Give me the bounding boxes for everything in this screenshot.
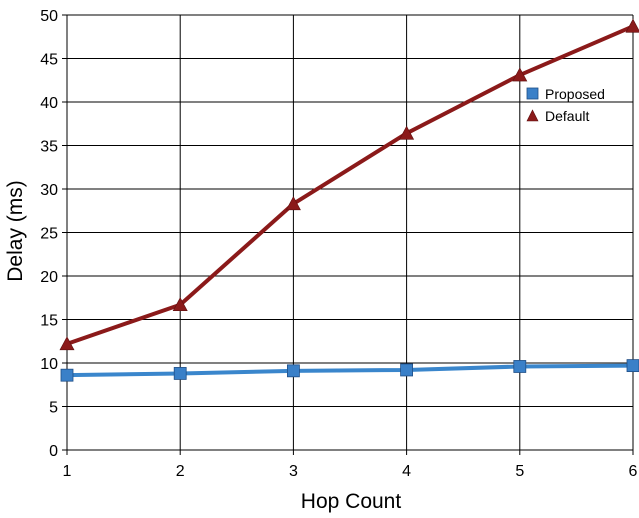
y-tick-label: 40 bbox=[40, 95, 58, 112]
series-line-default bbox=[66, 24, 634, 346]
legend-marker-proposed bbox=[526, 87, 539, 100]
data-point-default bbox=[399, 125, 415, 140]
x-tick-label: 4 bbox=[402, 463, 411, 480]
x-axis-ticks: 1 2 3 4 5 6 bbox=[63, 450, 638, 480]
series-group bbox=[59, 18, 639, 382]
x-tick-label: 6 bbox=[629, 463, 638, 480]
x-tick-label: 1 bbox=[63, 463, 72, 480]
y-tick-label: 5 bbox=[49, 400, 58, 417]
y-axis-ticks: 0 5 10 15 20 25 30 35 40 45 50 bbox=[40, 8, 67, 460]
data-point-proposed bbox=[60, 368, 74, 382]
legend: Proposed Default bbox=[526, 86, 605, 124]
data-point-proposed bbox=[400, 363, 414, 377]
y-tick-label: 15 bbox=[40, 313, 58, 330]
y-tick-label: 0 bbox=[49, 443, 58, 460]
data-point-default bbox=[172, 297, 188, 312]
y-tick-label: 45 bbox=[40, 52, 58, 69]
data-point-proposed bbox=[513, 360, 527, 373]
y-axis-title: Delay (ms) bbox=[4, 180, 27, 282]
grid-lines bbox=[66, 14, 634, 451]
y-tick-label: 30 bbox=[40, 182, 58, 199]
legend-marker-default bbox=[526, 109, 539, 122]
x-axis-title: Hop Count bbox=[301, 490, 402, 513]
y-tick-label: 35 bbox=[40, 139, 58, 156]
data-point-default bbox=[512, 67, 528, 82]
data-point-default bbox=[625, 18, 639, 33]
series-line-proposed bbox=[66, 363, 634, 378]
legend-label-proposed: Proposed bbox=[545, 86, 605, 102]
data-point-default bbox=[59, 336, 75, 351]
x-tick-label: 3 bbox=[289, 463, 298, 480]
y-tick-label: 20 bbox=[40, 269, 58, 286]
data-point-proposed bbox=[626, 359, 639, 373]
x-tick-label: 5 bbox=[515, 463, 524, 480]
y-tick-label: 50 bbox=[40, 8, 58, 25]
y-tick-label: 25 bbox=[40, 226, 58, 243]
data-point-proposed bbox=[286, 364, 300, 378]
data-point-proposed bbox=[173, 367, 187, 380]
legend-label-default: Default bbox=[545, 108, 589, 124]
y-tick-label: 10 bbox=[40, 356, 58, 373]
data-point-default bbox=[285, 196, 301, 211]
x-tick-label: 2 bbox=[176, 463, 185, 480]
